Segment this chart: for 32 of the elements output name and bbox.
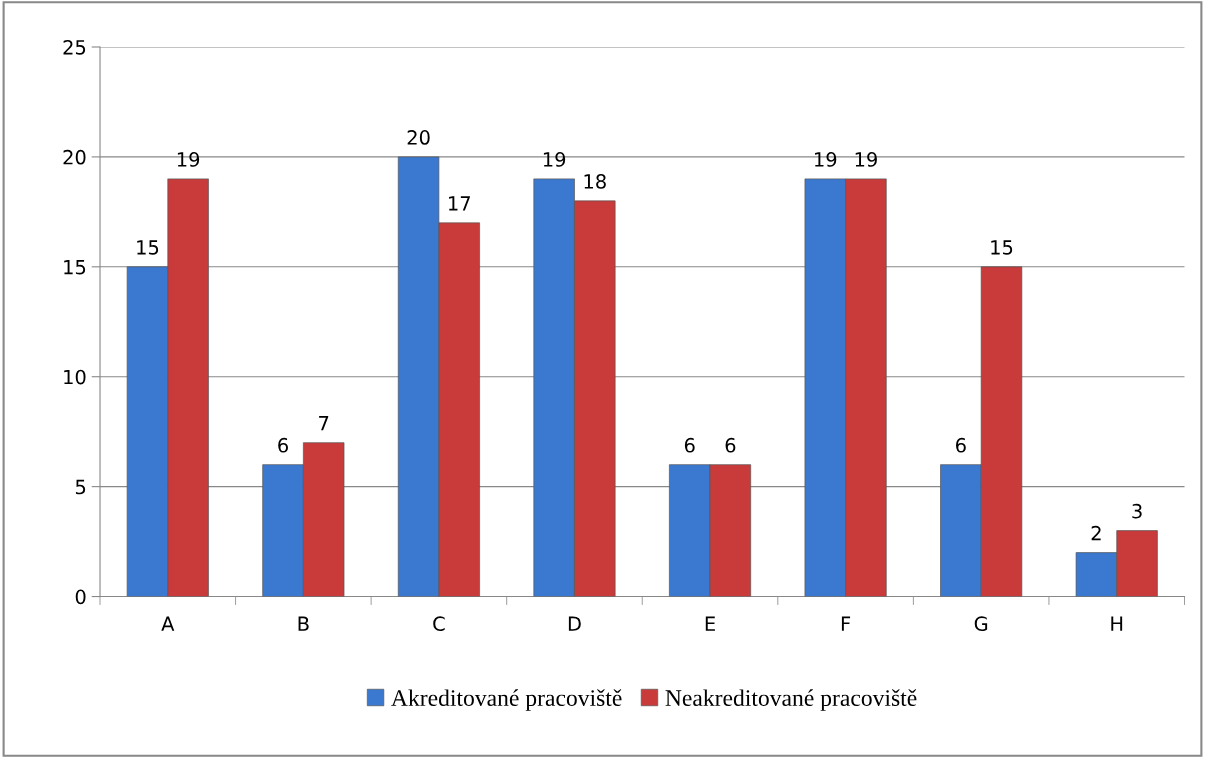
data-label: 20 xyxy=(407,130,430,145)
x-tick-label: B xyxy=(298,616,309,631)
x-tick-label: G xyxy=(974,616,988,632)
y-tick-label: 15 xyxy=(64,260,86,275)
data-label: 6 xyxy=(684,437,695,453)
data-label: 6 xyxy=(725,437,736,453)
data-label: 17 xyxy=(449,196,470,211)
x-tick-label: C xyxy=(433,616,445,632)
y-tick-label: 25 xyxy=(63,39,86,55)
y-tick-label: 5 xyxy=(75,479,86,495)
legend-label: Neakreditované pracoviště xyxy=(665,689,917,711)
y-tick-label: 20 xyxy=(63,149,86,165)
data-label: 19 xyxy=(543,152,566,167)
data-label: 2 xyxy=(1091,525,1101,541)
data-label: 3 xyxy=(1132,503,1142,519)
data-label: 18 xyxy=(584,174,606,189)
legend-label: Akreditované pracoviště xyxy=(391,689,622,711)
data-label: 19 xyxy=(815,152,837,167)
data-label: 19 xyxy=(855,152,877,167)
data-label: 15 xyxy=(137,240,159,255)
x-tick-label: E xyxy=(705,616,715,631)
data-label: 6 xyxy=(956,437,966,453)
x-tick-label: A xyxy=(161,616,175,631)
data-label: 7 xyxy=(319,416,329,431)
data-label: 15 xyxy=(991,240,1013,255)
data-label: 19 xyxy=(177,152,200,167)
x-tick-label: F xyxy=(841,616,851,631)
y-tick-label: 0 xyxy=(75,589,86,605)
y-tick-label: 10 xyxy=(64,369,86,385)
data-label: 6 xyxy=(278,437,288,453)
x-tick-label: H xyxy=(1111,616,1123,631)
x-tick-label: D xyxy=(568,616,581,631)
